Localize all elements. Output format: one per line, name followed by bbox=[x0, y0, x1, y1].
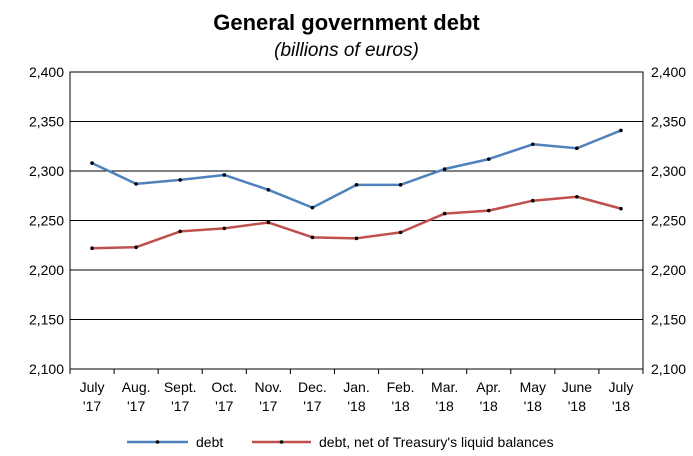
series-line-1 bbox=[92, 195, 622, 250]
series-0-point-0 bbox=[90, 161, 94, 165]
plot-border bbox=[69, 71, 644, 370]
series-0-point-1 bbox=[134, 182, 138, 186]
x-tick-year-5: '17 bbox=[303, 398, 321, 414]
series-0-point-12 bbox=[619, 128, 623, 133]
series-1-point-0 bbox=[90, 246, 94, 251]
x-tick-label-5: Dec. bbox=[298, 379, 327, 395]
series-1-point-3 bbox=[222, 226, 227, 231]
legend-marker-0 bbox=[155, 440, 160, 444]
x-tick-label-8: Mar. bbox=[431, 379, 458, 395]
series-1-point-9 bbox=[486, 208, 491, 213]
chart-subtitle: (billions of euros) bbox=[274, 40, 419, 61]
y-tick-label-left-0: 2,100 bbox=[29, 361, 64, 377]
series-1-point-2 bbox=[178, 229, 182, 234]
x-tick-label-11: June bbox=[562, 379, 593, 395]
x-tick-year-7: '18 bbox=[391, 398, 409, 414]
x-tick-label-10: May bbox=[520, 379, 546, 395]
series-1-point-6 bbox=[354, 236, 359, 241]
x-tick-year-2: '17 bbox=[171, 398, 189, 414]
x-tick-label-0: July bbox=[80, 379, 105, 395]
x-tick-year-8: '18 bbox=[436, 398, 454, 414]
x-tick-year-6: '18 bbox=[347, 398, 365, 414]
y-tick-label-right-6: 2,400 bbox=[651, 64, 686, 80]
x-tick-label-2: Sept. bbox=[164, 379, 197, 395]
y-tick-label-left-6: 2,400 bbox=[29, 64, 64, 80]
chart-title: General government debt bbox=[213, 10, 480, 35]
x-tick-year-10: '18 bbox=[524, 398, 542, 414]
series-1-point-10 bbox=[531, 198, 535, 203]
series-0-point-4 bbox=[266, 188, 271, 192]
x-tick-label-7: Feb. bbox=[387, 379, 415, 395]
x-tick-year-4: '17 bbox=[259, 398, 277, 414]
series-1-point-7 bbox=[398, 230, 403, 235]
y-tick-label-right-0: 2,100 bbox=[651, 361, 686, 377]
legend-label-0: debt bbox=[196, 434, 223, 450]
x-tick-year-0: '17 bbox=[83, 398, 101, 414]
x-tick-year-11: '18 bbox=[568, 398, 586, 414]
legend-label-1: debt, net of Treasury's liquid balances bbox=[319, 434, 554, 450]
series-0-point-11 bbox=[575, 146, 579, 151]
x-tick-label-9: Apr. bbox=[476, 379, 501, 395]
series-1-point-5 bbox=[310, 235, 315, 240]
x-tick-label-4: Nov. bbox=[254, 379, 282, 395]
series-0-point-6 bbox=[354, 183, 359, 187]
y-tick-label-right-5: 2,350 bbox=[651, 114, 686, 130]
x-tick-year-9: '18 bbox=[480, 398, 498, 414]
x-tick-year-1: '17 bbox=[127, 398, 145, 414]
x-tick-label-3: Oct. bbox=[211, 379, 237, 395]
series-0-point-7 bbox=[398, 183, 403, 187]
series-1-point-8 bbox=[442, 211, 447, 216]
y-tick-label-left-4: 2,300 bbox=[29, 163, 64, 179]
series-0-point-8 bbox=[442, 167, 447, 171]
y-tick-label-left-5: 2,350 bbox=[29, 114, 64, 130]
series-0-point-9 bbox=[486, 157, 491, 161]
y-tick-label-left-2: 2,200 bbox=[29, 262, 64, 278]
x-tick-label-6: Jan. bbox=[343, 379, 369, 395]
series-1-point-11 bbox=[575, 194, 579, 199]
series-0-point-10 bbox=[531, 142, 535, 147]
x-tick-year-3: '17 bbox=[215, 398, 233, 414]
legend-marker-1 bbox=[279, 440, 284, 444]
series-0-point-2 bbox=[178, 178, 182, 182]
series-line-0 bbox=[91, 129, 622, 209]
y-tick-label-right-3: 2,250 bbox=[651, 213, 686, 229]
series-0-point-3 bbox=[222, 173, 227, 177]
y-tick-label-left-3: 2,250 bbox=[29, 213, 64, 229]
x-tick-year-12: '18 bbox=[612, 398, 630, 414]
y-tick-label-right-4: 2,300 bbox=[651, 163, 686, 179]
series-0-point-5 bbox=[310, 205, 315, 210]
y-tick-label-left-1: 2,150 bbox=[29, 312, 64, 328]
y-tick-label-right-2: 2,200 bbox=[651, 262, 686, 278]
series-1-point-12 bbox=[619, 206, 623, 211]
x-tick-label-1: Aug. bbox=[122, 379, 151, 395]
y-tick-label-right-1: 2,150 bbox=[651, 312, 686, 328]
series-1-point-4 bbox=[266, 220, 271, 225]
series-1-point-1 bbox=[134, 245, 138, 250]
x-tick-label-12: July bbox=[609, 379, 634, 395]
